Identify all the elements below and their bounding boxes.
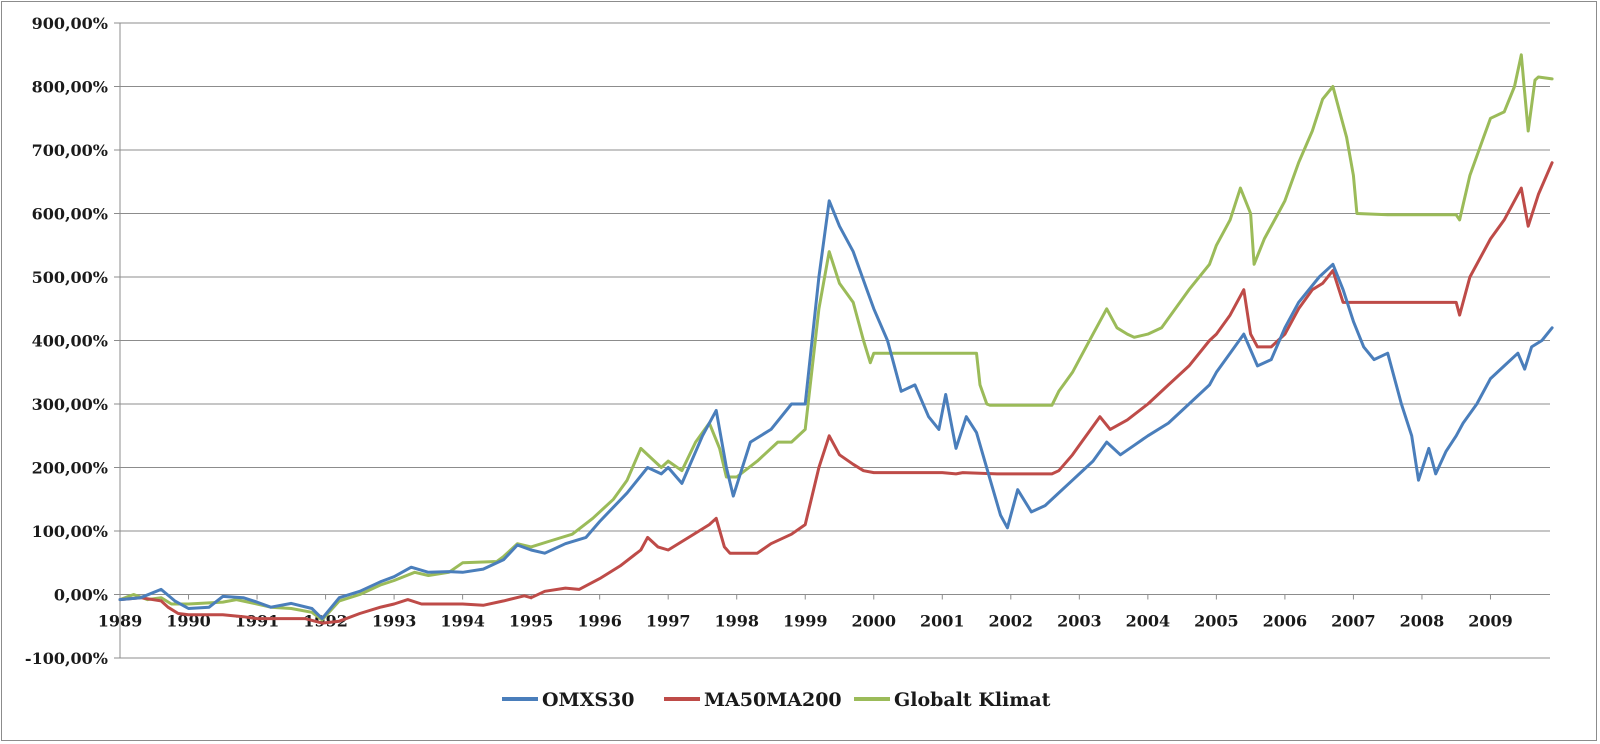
x-tick-label: 2003 [1057,612,1102,631]
y-tick-label: 600,00% [32,205,108,224]
y-tick-label: 300,00% [32,395,108,414]
x-tick-label: 1989 [98,612,143,631]
legend-label: OMXS30 [542,689,635,711]
y-tick-label: 400,00% [32,332,108,351]
x-tick-label: 2005 [1194,612,1239,631]
x-tick-label: 2007 [1331,612,1376,631]
series-line-ma50ma200 [118,161,1554,625]
legend-label: Globalt Klimat [894,689,1051,711]
x-tick-label: 1996 [577,612,622,631]
y-tick-label: 0,00% [54,586,108,605]
y-tick-label: 100,00% [32,522,108,541]
x-tick-label: 2009 [1468,612,1513,631]
x-tick-label: 2001 [920,612,965,631]
legend: OMXS30 MA50MA200 Globalt Klimat [502,689,1051,711]
y-axis-tick-labels: 900,00% 800,00% 700,00% 600,00% 500,00% 400,0… [25,14,108,668]
series-line-globalt-klimat [118,53,1554,622]
x-tick-label: 1992 [303,612,348,631]
x-tick-label: 2006 [1263,612,1308,631]
x-tick-label: 1997 [646,612,691,631]
series-lines [118,53,1554,625]
axes [114,22,1550,659]
x-tick-label: 2002 [989,612,1034,631]
x-tick-label: 2000 [851,612,896,631]
x-tick-label: 1991 [235,612,280,631]
x-tick-label: 2008 [1400,612,1445,631]
y-tick-label: 900,00% [32,14,108,33]
y-tick-label: 500,00% [32,268,108,287]
x-tick-label: 1995 [509,612,554,631]
series-line-omxs30 [118,199,1554,621]
gridlines [120,22,1550,659]
x-tick-label: 1994 [440,612,485,631]
x-tick-label: 1999 [783,612,828,631]
y-tick-label: 800,00% [32,78,108,97]
y-tick-label: 200,00% [32,459,108,478]
legend-label: MA50MA200 [704,689,842,711]
y-tick-label: 700,00% [32,141,108,160]
y-tick-label: -100,00% [25,649,108,668]
x-tick-label: 1993 [372,612,417,631]
x-axis-tick-labels: 1989 1990 1991 1992 1993 1994 1995 1996 1997 1998… [98,612,1513,631]
x-tick-label: 2004 [1126,612,1171,631]
x-tick-label: 1998 [714,612,759,631]
